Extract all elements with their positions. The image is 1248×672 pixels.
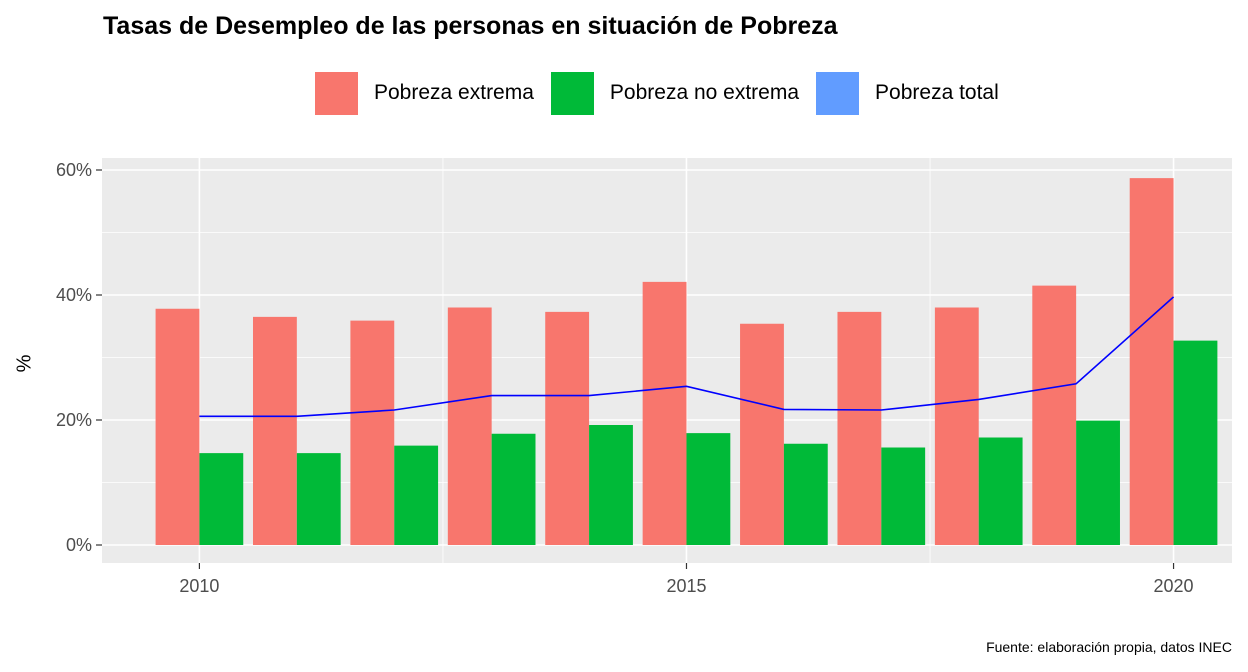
bar-pobreza-extrema-2019 bbox=[1032, 285, 1077, 545]
bar-pobreza-extrema-2012 bbox=[350, 320, 395, 545]
legend-label-pobreza-no-extrema: Pobreza no extrema bbox=[609, 81, 800, 104]
legend-key-pobreza-total bbox=[816, 71, 860, 115]
bar-pobreza-extrema-2017 bbox=[837, 311, 882, 545]
x-tick-label: 2015 bbox=[666, 576, 706, 596]
bar-pobreza-no-extrema-2011 bbox=[296, 453, 341, 545]
bar-pobreza-no-extrema-2016 bbox=[783, 443, 828, 545]
legend-item-pobreza-extrema: Pobreza extrema bbox=[315, 71, 534, 115]
legend-key-pobreza-extrema bbox=[315, 71, 358, 115]
bar-pobreza-extrema-2020 bbox=[1129, 178, 1174, 545]
caption: Fuente: elaboración propia, datos INEC bbox=[986, 639, 1232, 655]
legend-item-pobreza-no-extrema: Pobreza no extrema bbox=[550, 71, 800, 115]
y-tick-label: 60% bbox=[56, 160, 92, 180]
bar-pobreza-no-extrema-2012 bbox=[394, 445, 439, 545]
bar-pobreza-no-extrema-2015 bbox=[686, 433, 731, 545]
y-tick-label: 40% bbox=[56, 285, 92, 305]
legend-label-pobreza-total: Pobreza total bbox=[875, 81, 999, 104]
legend-item-pobreza-total: Pobreza total bbox=[816, 71, 999, 115]
y-tick-label: 20% bbox=[56, 410, 92, 430]
legend-key-pobreza-no-extrema bbox=[550, 71, 594, 115]
bar-pobreza-extrema-2018 bbox=[934, 307, 979, 545]
bar-pobreza-no-extrema-2019 bbox=[1076, 420, 1120, 545]
bar-pobreza-extrema-2010 bbox=[155, 308, 200, 545]
bar-pobreza-extrema-2016 bbox=[740, 323, 784, 545]
bar-pobreza-no-extrema-2017 bbox=[881, 447, 926, 545]
bar-pobreza-extrema-2014 bbox=[545, 311, 590, 545]
y-tick-label: 0% bbox=[66, 535, 92, 555]
bar-pobreza-extrema-2011 bbox=[252, 316, 297, 545]
bar-pobreza-no-extrema-2018 bbox=[978, 437, 1023, 545]
line-pobreza-total bbox=[199, 296, 1175, 418]
bar-pobreza-extrema-2015 bbox=[642, 281, 687, 545]
bar-pobreza-no-extrema-2013 bbox=[491, 433, 536, 545]
legend: Pobreza extrema Pobreza no extrema Pobre… bbox=[315, 71, 1016, 115]
bar-pobreza-no-extrema-2010 bbox=[199, 453, 244, 545]
x-tick-label: 2020 bbox=[1154, 576, 1194, 596]
legend-label-pobreza-extrema: Pobreza extrema bbox=[374, 81, 534, 104]
bar-pobreza-extrema-2013 bbox=[447, 307, 492, 545]
x-tick-label: 2010 bbox=[179, 576, 219, 596]
bar-pobreza-no-extrema-2020 bbox=[1173, 340, 1218, 545]
bar-pobreza-no-extrema-2014 bbox=[589, 425, 633, 545]
chart-title: Tasas de Desempleo de las personas en si… bbox=[103, 12, 838, 40]
